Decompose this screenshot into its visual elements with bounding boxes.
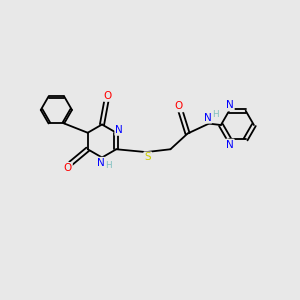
Text: S: S	[144, 152, 151, 163]
Text: N: N	[116, 125, 123, 135]
Text: H: H	[212, 110, 219, 119]
Text: N: N	[226, 140, 234, 150]
Text: O: O	[104, 91, 112, 101]
Text: N: N	[203, 112, 211, 123]
Text: O: O	[175, 101, 183, 111]
Text: O: O	[64, 163, 72, 173]
Text: N: N	[97, 158, 104, 168]
Text: H: H	[105, 161, 112, 170]
Text: N: N	[226, 100, 234, 110]
